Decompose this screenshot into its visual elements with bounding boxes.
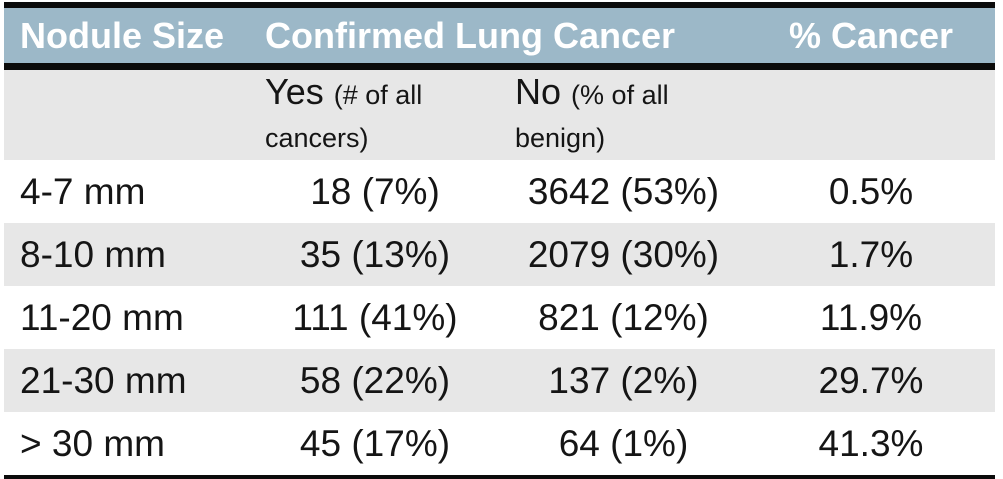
subheader-no: No (% of all benign) bbox=[500, 66, 747, 160]
table-row: 8-10 mm 35 (13%) 2079 (30%) 1.7% bbox=[4, 223, 995, 286]
subheader-no-label: No bbox=[515, 71, 562, 112]
cell-cancer-no: 3642 (53%) bbox=[527, 170, 720, 212]
cell-pct-cancer: 0.5% bbox=[828, 170, 914, 212]
table-row: 11-20 mm 111 (41%) 821 (12%) 11.9% bbox=[4, 286, 995, 349]
cell-cancer-yes: 111 (41%) bbox=[292, 296, 458, 338]
subheader-yes-note: (# of all cancers) bbox=[265, 80, 423, 153]
col-header-pct-cancer: % Cancer bbox=[747, 5, 995, 70]
cell-cancer-no: 137 (2%) bbox=[500, 349, 747, 412]
subheader-yes: Yes (# of all cancers) bbox=[250, 66, 500, 160]
cell-pct-cancer: 41.3% bbox=[818, 422, 924, 464]
cell-pct-cancer: 11.9% bbox=[819, 296, 923, 338]
table-row: 4-7 mm 18 (7%) 3642 (53%) 0.5% bbox=[4, 160, 995, 223]
table-row: 21-30 mm 58 (22%) 137 (2%) 29.7% bbox=[4, 349, 995, 412]
cell-cancer-yes: 35 (13%) bbox=[250, 223, 500, 286]
cell-cancer-yes: 58 (22%) bbox=[250, 349, 500, 412]
subheader-spacer-right bbox=[747, 66, 995, 160]
subheader-spacer-left bbox=[4, 66, 250, 160]
cell-nodule-size: 8-10 mm bbox=[4, 223, 250, 286]
cell-pct-cancer: 1.7% bbox=[747, 223, 995, 286]
col-header-nodule-size: Nodule Size bbox=[4, 5, 250, 70]
cell-cancer-yes: 18 (7%) bbox=[310, 170, 440, 212]
subheader-yes-label: Yes bbox=[265, 71, 324, 112]
table-row: > 30 mm 45 (17%) 64 (1%) 41.3% bbox=[4, 412, 995, 478]
header-row: Nodule Size Confirmed Lung Cancer % Canc… bbox=[4, 5, 995, 70]
cell-pct-cancer: 29.7% bbox=[747, 349, 995, 412]
cell-nodule-size: 21-30 mm bbox=[4, 349, 250, 412]
nodule-size-cancer-table: Nodule Size Confirmed Lung Cancer % Canc… bbox=[4, 2, 995, 479]
subheader-row: Yes (# of all cancers) No (% of all beni… bbox=[4, 66, 995, 160]
cell-nodule-size: > 30 mm bbox=[20, 422, 165, 464]
cell-nodule-size: 11-20 mm bbox=[20, 296, 184, 338]
cell-nodule-size: 4-7 mm bbox=[20, 170, 146, 212]
cell-cancer-no: 64 (1%) bbox=[558, 422, 689, 464]
cell-cancer-no: 2079 (30%) bbox=[500, 223, 747, 286]
col-header-confirmed-lung-cancer: Confirmed Lung Cancer bbox=[250, 5, 747, 70]
cell-cancer-no: 821 (12%) bbox=[538, 296, 709, 338]
subheader-no-note: (% of all benign) bbox=[515, 80, 669, 153]
cell-cancer-yes: 45 (17%) bbox=[299, 422, 451, 464]
